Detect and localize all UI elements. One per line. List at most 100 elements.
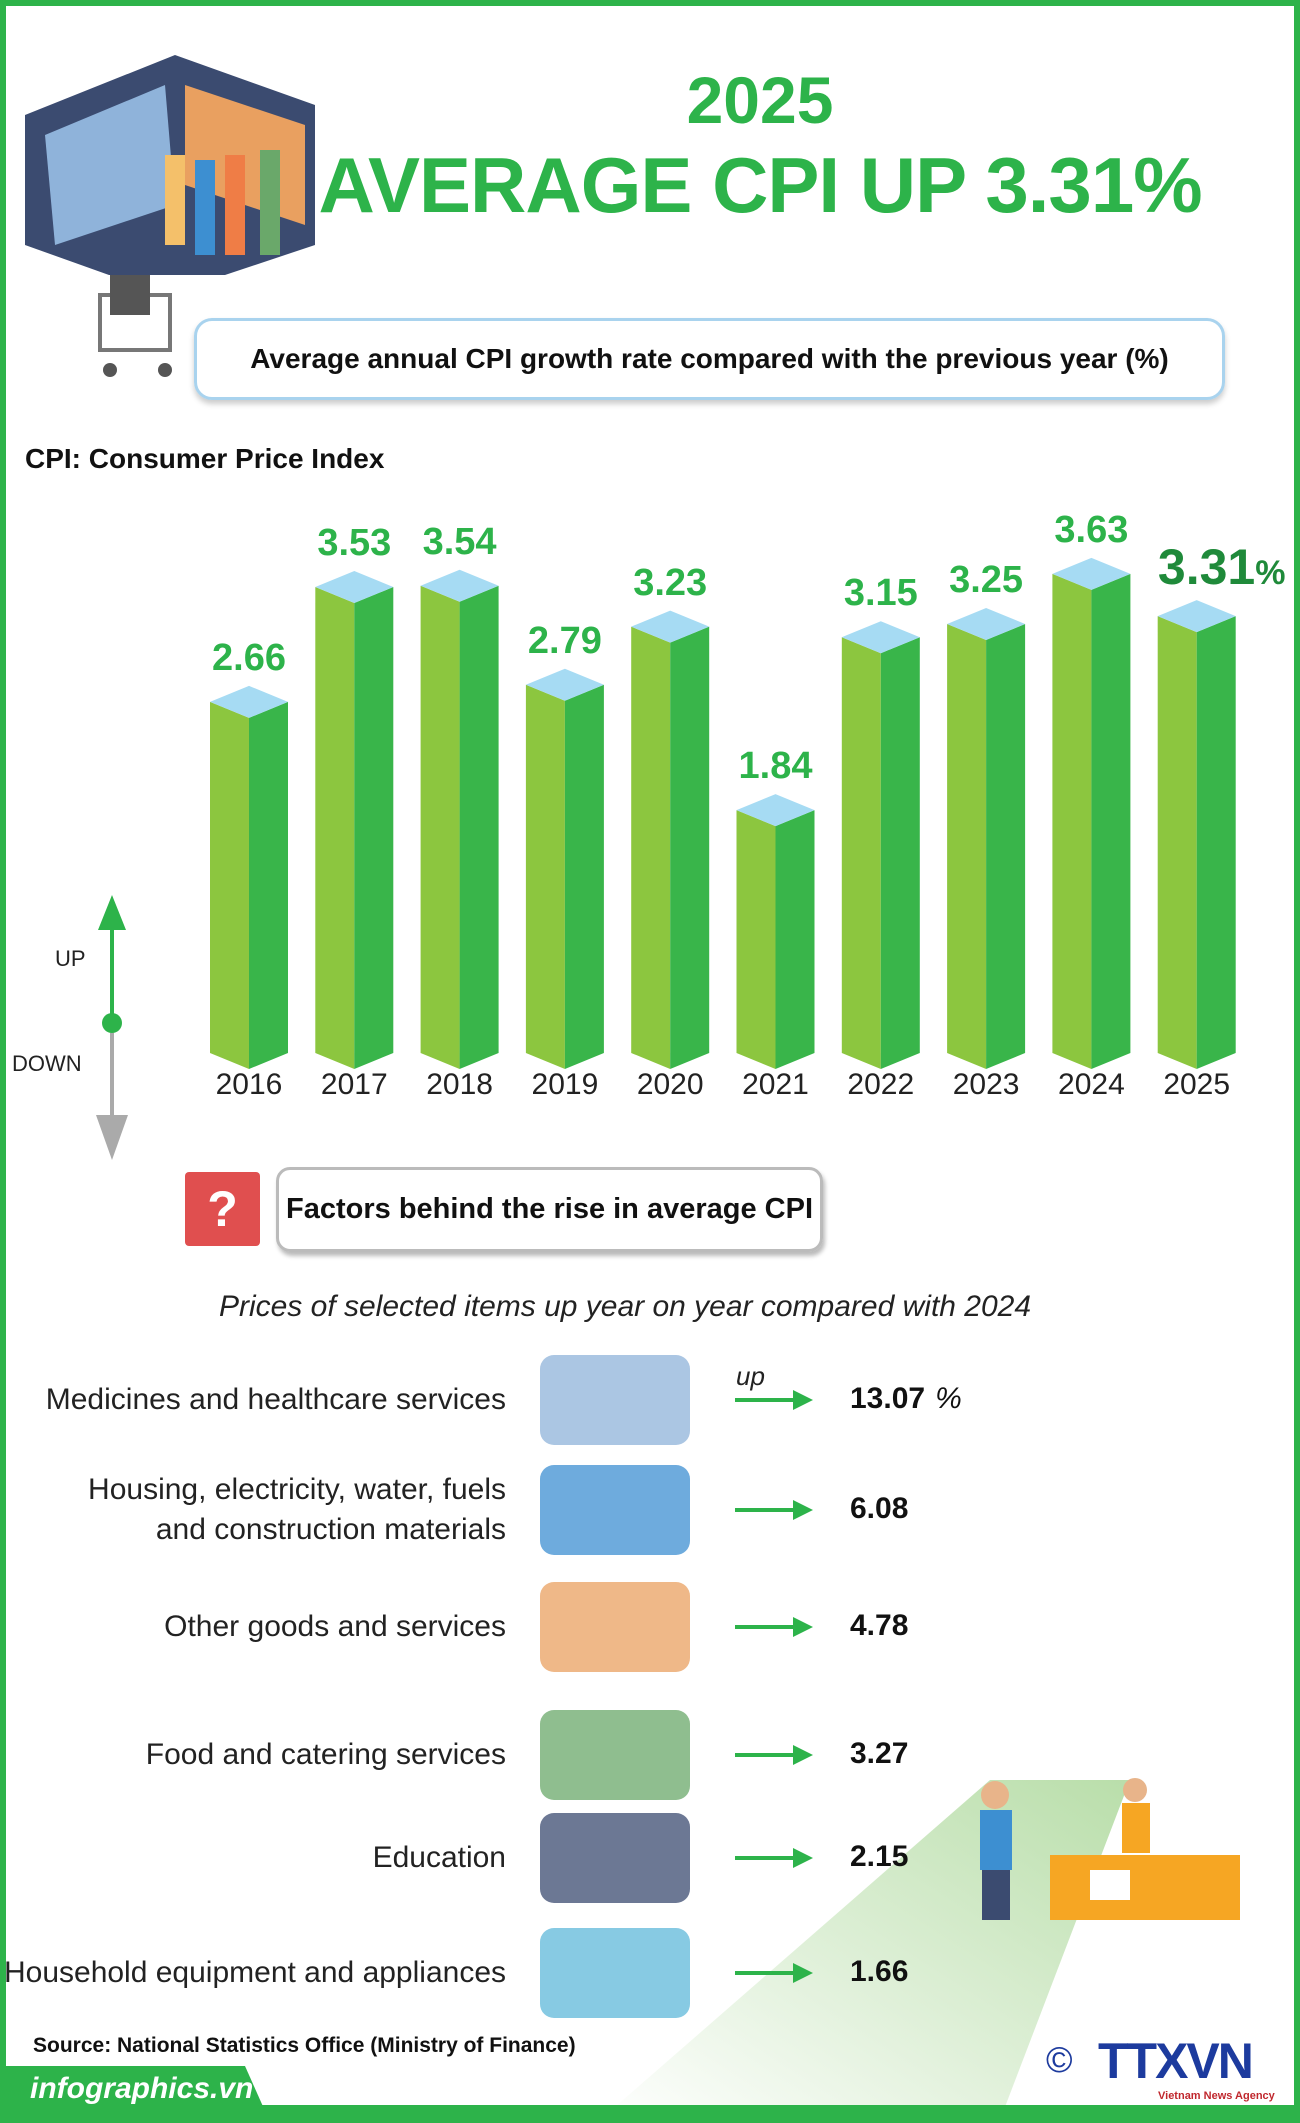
site-link[interactable]: infographics.vn bbox=[0, 2066, 265, 2111]
cpi-bar-chart bbox=[210, 557, 1236, 1069]
bar-2025 bbox=[1157, 600, 1236, 1069]
bar-left-face bbox=[947, 624, 987, 1069]
factors-title: Factors behind the rise in average CPI bbox=[286, 1193, 813, 1225]
graduation-cap-icon bbox=[540, 1813, 690, 1903]
bar-left-face bbox=[1052, 573, 1092, 1069]
bar-right-face bbox=[1091, 573, 1131, 1069]
value-text: 1.84 bbox=[738, 745, 813, 788]
year-label: 2024 bbox=[1058, 1068, 1125, 1101]
bar-right-face bbox=[986, 624, 1026, 1069]
value-text: 3.53 bbox=[317, 522, 392, 565]
bar-2022 bbox=[841, 621, 920, 1069]
fridge-ac-icon bbox=[540, 1928, 690, 2018]
factor-value: 1.66 bbox=[850, 1955, 908, 1989]
bar-right-face bbox=[670, 626, 710, 1069]
bar-left-face bbox=[736, 810, 776, 1069]
cpi-note: CPI: Consumer Price Index bbox=[25, 443, 385, 474]
value-text: 3.31 bbox=[1157, 539, 1256, 596]
factor-value: 6.08 bbox=[850, 1492, 908, 1526]
bar-top bbox=[525, 668, 604, 701]
ttxvn-logo: TTXVN bbox=[1098, 2033, 1254, 2089]
factor-value: 2.15 bbox=[850, 1840, 908, 1874]
bar-right-face bbox=[880, 637, 920, 1069]
factor-label: Housing, electricity, water, fuels and c… bbox=[88, 1473, 506, 1546]
bar-top bbox=[736, 794, 815, 827]
food-plate-icon bbox=[540, 1710, 690, 1800]
year-label: 2021 bbox=[742, 1068, 809, 1101]
bar-top bbox=[1157, 600, 1236, 633]
bar-right-face bbox=[459, 585, 499, 1069]
value-label: 3.25 bbox=[938, 559, 1034, 602]
bar-left-face bbox=[315, 587, 355, 1069]
value-label: 3.53 bbox=[306, 522, 402, 565]
value-label: 3.31% bbox=[1152, 540, 1292, 595]
bar-2019 bbox=[525, 668, 604, 1069]
factor-value: 13.07% bbox=[850, 1382, 962, 1416]
value-text: 3.54 bbox=[422, 520, 497, 563]
bar-top bbox=[315, 571, 394, 604]
arrow-right-icon bbox=[735, 1615, 815, 1644]
year-label: 2019 bbox=[531, 1068, 599, 1101]
bar-left-face bbox=[210, 701, 249, 1069]
bar-right-face bbox=[564, 684, 604, 1069]
chart-subtitle: Average annual CPI growth rate compared … bbox=[250, 343, 1169, 374]
bar-2023 bbox=[947, 608, 1026, 1069]
factor-label: Household equipment and appliances bbox=[3, 1956, 506, 1989]
source-note: Source: National Statistics Office (Mini… bbox=[33, 2034, 576, 2057]
bar-top bbox=[631, 610, 710, 643]
unit-label: % bbox=[1255, 554, 1286, 593]
year-label: 2016 bbox=[215, 1068, 283, 1101]
bar-top bbox=[1052, 557, 1131, 590]
bar-2018 bbox=[420, 569, 499, 1069]
value-label: 3.63 bbox=[1043, 509, 1139, 552]
bar-top bbox=[841, 621, 920, 654]
factors-caption: Prices of selected items up year on year… bbox=[218, 1290, 1032, 1323]
value-text: 3.15 bbox=[843, 572, 918, 615]
bar-2021 bbox=[736, 794, 815, 1069]
bar-2016 bbox=[210, 685, 288, 1069]
value-label: 3.23 bbox=[622, 561, 718, 605]
up-label-small: up bbox=[736, 1361, 765, 1391]
factors-title-box: Factors behind the rise in average CPI bbox=[276, 1167, 823, 1252]
year-label: 2023 bbox=[952, 1068, 1020, 1101]
arrow-right-icon bbox=[735, 1388, 815, 1417]
shopping-cart-icon bbox=[98, 275, 172, 377]
bar-2020 bbox=[631, 610, 710, 1069]
footer-band bbox=[0, 2105, 1300, 2123]
up-down-arrow-icon bbox=[96, 895, 128, 1160]
year-label: 2022 bbox=[847, 1068, 915, 1101]
year-label: 2018 bbox=[426, 1068, 493, 1101]
supermarket-illustration bbox=[25, 55, 315, 275]
arrow-right-icon bbox=[735, 1961, 815, 1990]
factor-label: Medicines and healthcare services bbox=[45, 1383, 506, 1416]
cashier-illustration bbox=[980, 1778, 1240, 1920]
value-label: 1.84 bbox=[728, 745, 824, 788]
arrow-right-icon bbox=[735, 1846, 815, 1875]
year-label: 2025 bbox=[1163, 1068, 1231, 1101]
value-text: 13.07 bbox=[850, 1382, 926, 1415]
bar-right-face bbox=[249, 701, 288, 1069]
year-label: 2020 bbox=[636, 1068, 704, 1101]
year-label: 2017 bbox=[320, 1068, 388, 1101]
factor-value: 4.78 bbox=[850, 1609, 908, 1643]
value-text: 1.66 bbox=[850, 1955, 909, 1988]
bar-top bbox=[210, 685, 288, 718]
bar-left-face bbox=[1157, 616, 1197, 1069]
factor-label: Food and catering services bbox=[145, 1738, 506, 1771]
arrow-right-icon bbox=[735, 1743, 815, 1772]
flower-pot-icon bbox=[540, 1582, 690, 1672]
arrow-right-icon bbox=[735, 1498, 815, 1527]
value-text: 4.78 bbox=[850, 1609, 909, 1642]
bar-right-face bbox=[775, 810, 815, 1069]
value-label: 3.15 bbox=[833, 572, 929, 615]
socket-tap-icon bbox=[540, 1465, 690, 1555]
bar-left-face bbox=[420, 585, 460, 1069]
question-mark-icon: ? bbox=[185, 1172, 260, 1246]
up-label: UP bbox=[55, 946, 86, 971]
value-text: 2.66 bbox=[212, 636, 286, 679]
value-label: 3.54 bbox=[412, 520, 508, 564]
value-text: 3.23 bbox=[633, 561, 708, 604]
chart-subtitle-box: Average annual CPI growth rate compared … bbox=[194, 318, 1225, 400]
bar-2017 bbox=[315, 571, 394, 1069]
